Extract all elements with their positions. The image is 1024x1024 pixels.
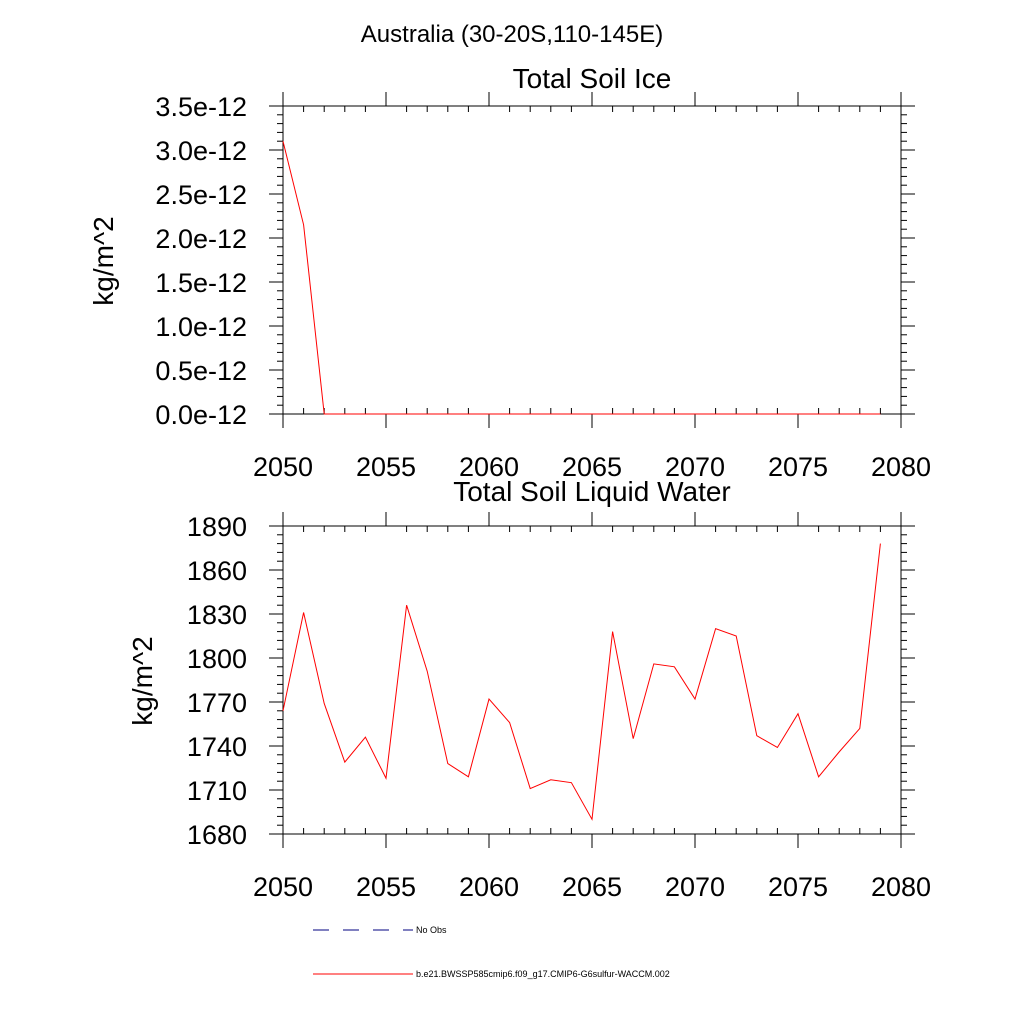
y-tick-label: 2.5e-12: [155, 180, 247, 210]
y-tick-label: 0.0e-12: [155, 400, 247, 430]
x-tick-label: 2060: [459, 452, 519, 482]
y-tick-label: 3.0e-12: [155, 136, 247, 166]
x-tick-label: 2050: [253, 872, 313, 902]
plot-frame: [282, 105, 902, 415]
series-line: [282, 543, 881, 821]
y-tick-label: 1800: [187, 644, 247, 674]
y-tick-label: 0.5e-12: [155, 356, 247, 386]
x-tick-label: 2070: [665, 872, 725, 902]
x-tick-label: 2080: [871, 872, 931, 902]
y-tick-label: 1830: [187, 600, 247, 630]
panel-title: Total Soil Ice: [513, 63, 672, 94]
panel-total-soil-ice: Total Soil Ice kg/m^2 2050 2055 2060 2065 20…: [88, 63, 931, 482]
legend: No Obs b.e21.BWSSP585cmip6.f09_g17.CMIP6…: [313, 925, 670, 979]
x-tick-label: 2080: [871, 452, 931, 482]
y-tick-label: 1710: [187, 776, 247, 806]
y-tick-label: 1.0e-12: [155, 312, 247, 342]
x-tick-label: 2065: [562, 452, 622, 482]
panel-title: Total Soil Liquid Water: [453, 476, 731, 507]
x-tick-label: 2070: [665, 452, 725, 482]
panel-total-soil-liquid-water: Total Soil Liquid Water kg/m^2 2050 2055 2…: [127, 476, 931, 902]
x-tick-label: 2075: [768, 872, 828, 902]
y-axis-label: kg/m^2: [127, 636, 158, 725]
y-tick-label: 3.5e-12: [155, 92, 247, 122]
x-tick-label: 2055: [356, 872, 416, 902]
series-line: [282, 141, 881, 415]
x-tick-label: 2055: [356, 452, 416, 482]
y-tick-label: 2.0e-12: [155, 224, 247, 254]
suptitle: Australia (30-20S,110-145E): [361, 21, 663, 48]
x-tick-label: 2075: [768, 452, 828, 482]
y-tick-label: 1890: [187, 512, 247, 542]
x-tick-label: 2065: [562, 872, 622, 902]
x-tick-label: 2060: [459, 872, 519, 902]
plot-frame: [282, 525, 902, 835]
y-tick-label: 1.5e-12: [155, 268, 247, 298]
x-tick-label: 2050: [253, 452, 313, 482]
y-tick-label: 1770: [187, 688, 247, 718]
y-tick-label: 1860: [187, 556, 247, 586]
y-tick-label: 1680: [187, 820, 247, 850]
legend-label-no-obs: No Obs: [416, 925, 447, 935]
y-tick-label: 1740: [187, 732, 247, 762]
legend-label-model: b.e21.BWSSP585cmip6.f09_g17.CMIP6-G6sulf…: [416, 969, 670, 979]
y-axis-label: kg/m^2: [88, 216, 119, 305]
